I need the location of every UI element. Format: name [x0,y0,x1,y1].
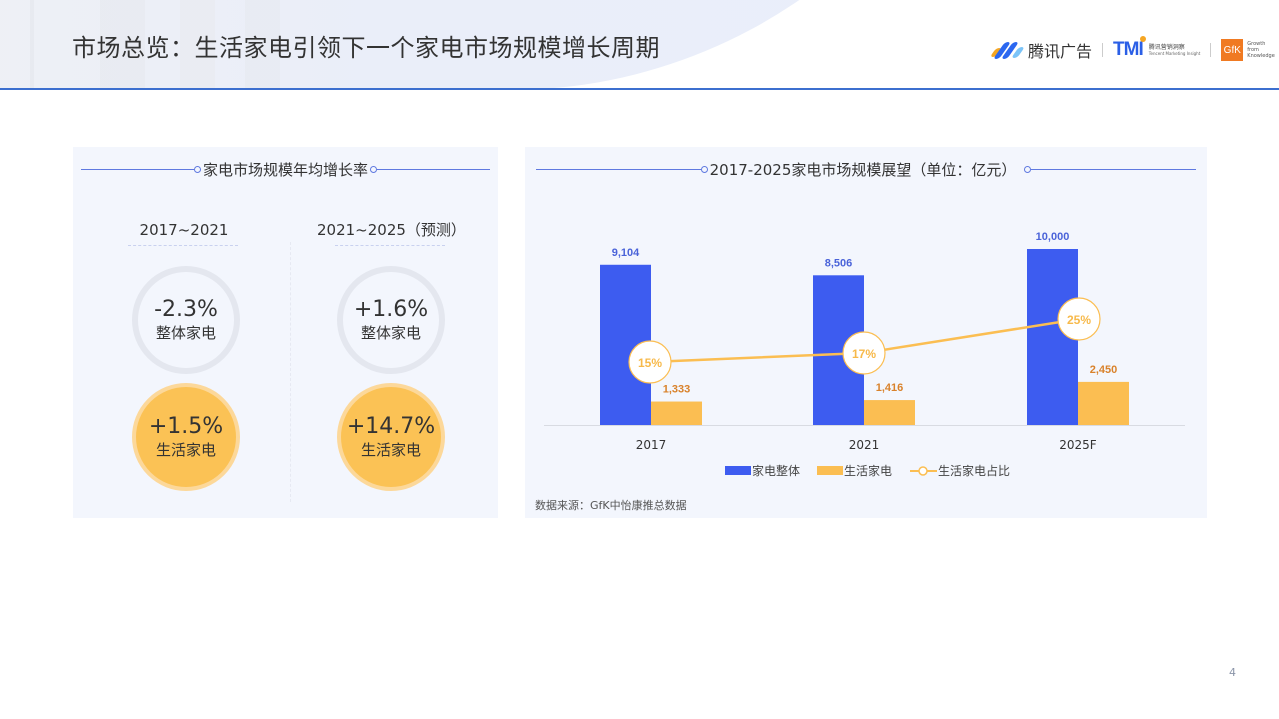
period-underline [335,245,445,246]
gfk-logo: GfK Growth from Knowledge [1221,39,1275,61]
gfk-tagline-1: Growth [1247,41,1266,47]
legend-label: 生活家电 [844,463,892,478]
gfk-tagline-2: from [1247,47,1259,53]
growth-value: +1.5% [148,414,224,439]
growth-value: -2.3% [154,297,218,322]
legend-swatch-overall [725,466,751,475]
period-label: 2017~2021 [139,221,229,239]
overall-growth-circle: -2.3% 整体家电 [132,266,240,374]
bar-lifestyle [651,401,702,425]
bar-lifestyle [864,400,915,425]
title-line-left [81,168,194,170]
lifestyle-growth-circle: +14.7% 生活家电 [337,383,445,491]
period-underline [128,245,238,246]
data-source-note: 数据来源：GfK中怡康推总数据 [535,499,687,512]
tencent-ads-logo-icon [989,40,1025,60]
bar-value-label: 2,450 [1090,364,1118,376]
tmi-logo-en: Tencent Marketing Insight [1148,50,1201,56]
title-dot-icon [700,165,708,173]
share-value-label: 17% [852,347,876,361]
title-line-left [536,168,701,170]
growth-label: 生活家电 [360,441,421,459]
x-tick-label: 2021 [849,438,880,452]
share-marker [842,331,886,375]
x-tick-label: 2017 [636,438,667,452]
bar-value-label: 10,000 [1036,231,1070,243]
market-size-panel: 2017-2025家电市场规模展望（单位：亿元） 9,104 1,333 2017 8… [525,147,1207,518]
period-label: 2021~2025（预测） [317,221,466,239]
bar-value-label: 1,333 [663,384,691,396]
growth-label: 生活家电 [155,441,216,459]
overall-growth-circle: +1.6% 整体家电 [337,266,445,374]
share-value-label: 15% [638,356,662,370]
partner-logos: 腾讯广告 TMI 腾讯营销洞察 Tencent Marketing Insigh… [989,36,1275,64]
legend-marker-icon [918,466,928,476]
page-number: 4 [1229,666,1236,679]
slide-header: 市场总览：生活家电引领下一个家电市场规模增长周期 腾讯广告 TMI 腾讯营销洞察… [0,0,1279,89]
tmi-logo-cn: 腾讯营销洞察 [1148,43,1185,51]
header-background-photo [0,0,380,89]
growth-rate-panel: 家电市场规模年均增长率 2017~2021 2021~2025（预测） -2.3… [73,147,498,518]
legend-label: 家电整体 [752,463,800,478]
growth-label: 整体家电 [155,324,216,342]
tencent-ads-logo: 腾讯广告 [989,38,1093,62]
legend-swatch-lifestyle [817,466,843,475]
gfk-tagline-3: Knowledge [1247,53,1275,59]
panel-title: 家电市场规模年均增长率 [203,160,369,179]
tmi-logo-mark: TMI [1113,36,1146,61]
title-dot-icon [370,165,378,173]
panel-title: 2017-2025家电市场规模展望（单位：亿元） [709,160,1017,179]
share-marker [628,340,672,384]
bar-value-label: 8,506 [825,257,853,269]
x-tick-label: 2025F [1059,438,1097,452]
market-size-chart: 9,104 1,333 2017 8,506 1,416 2021 10,000 2,450 2… [544,231,1185,478]
gfk-logo-mark: GfK [1221,39,1244,61]
bar-value-label: 9,104 [612,247,640,259]
legend-label: 生活家电占比 [938,463,1010,478]
panel-title-row: 2017-2025家电市场规模展望（单位：亿元） [536,160,1197,179]
title-line-right [1031,168,1197,170]
title-line-right [377,168,491,170]
column-divider [290,242,291,502]
tmi-logo: TMI 腾讯营销洞察 Tencent Marketing Insight [1113,36,1201,61]
panel-title-row: 家电市场规模年均增长率 [81,160,491,179]
share-value-label: 25% [1067,313,1091,327]
logo-separator [1102,43,1104,57]
lifestyle-growth-circle: +1.5% 生活家电 [132,383,240,491]
tmi-dot-icon [1139,36,1146,42]
logo-separator [1210,43,1212,57]
growth-label: 整体家电 [360,324,421,342]
bar-value-label: 1,416 [876,382,904,394]
title-dot-icon [1024,165,1032,173]
bar-lifestyle [1078,381,1129,425]
share-marker [1057,297,1101,341]
growth-value: +1.6% [353,297,429,322]
growth-value: +14.7% [346,414,436,439]
header-divider [0,88,1279,90]
title-dot-icon [194,165,201,173]
tencent-ads-logo-text: 腾讯广告 [1028,42,1093,61]
page-title: 市场总览：生活家电引领下一个家电市场规模增长周期 [72,34,660,62]
